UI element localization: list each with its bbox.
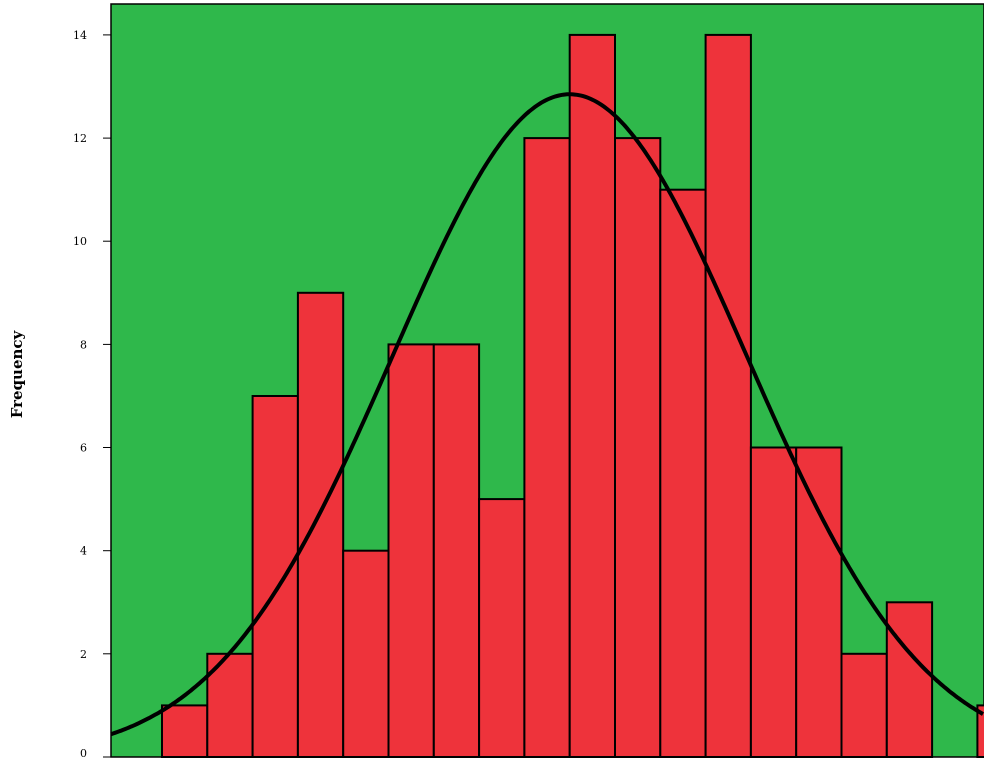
bars-group [161,33,984,758]
bar [296,291,345,758]
bar [614,137,662,758]
bar [795,446,843,758]
y-tick-label: 14 [73,29,87,42]
y-tick-label: 6 [80,442,87,455]
bar [885,601,934,758]
normal-curve [110,92,984,737]
bar [432,343,481,758]
y-tick-label: 0 [80,747,87,758]
bar [478,498,526,758]
bar [749,446,798,758]
y-tick-label: 4 [80,545,87,558]
bar [251,395,299,758]
axes-group: 0 2 4 6 8 10 12 14 [73,29,111,758]
bar [523,137,571,758]
bar [659,188,707,758]
y-tick-label: 12 [73,132,87,145]
bar [704,33,752,758]
bar [161,704,209,758]
bar [568,33,617,758]
y-tick-label: 10 [73,235,87,248]
bar [976,704,984,758]
bar [840,652,888,758]
y-tick-label: 2 [80,648,87,661]
bar [342,549,390,758]
y-tick-label: 8 [80,338,87,351]
y-axis-label: Frequency [8,329,26,418]
bar [387,343,435,758]
